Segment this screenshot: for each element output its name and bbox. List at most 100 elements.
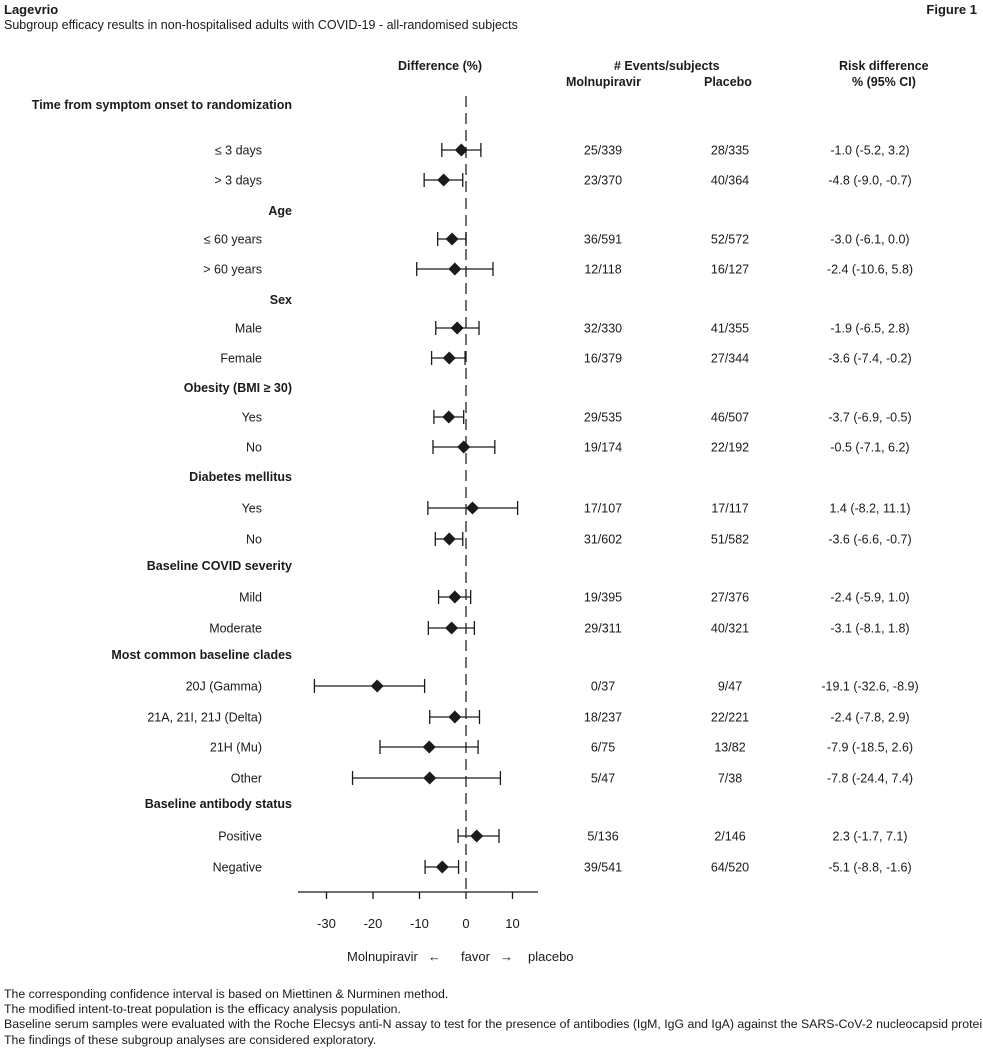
row-label: Yes — [242, 502, 262, 516]
group-title: Most common baseline clades — [111, 648, 292, 662]
row-label: Negative — [213, 861, 262, 875]
molnupiravir-count: 32/330 — [584, 322, 622, 336]
point-estimate — [466, 501, 480, 515]
risk-difference-ci: -2.4 (-5.9, 1.0) — [830, 591, 909, 605]
point-estimate — [442, 532, 456, 546]
point-estimate — [442, 351, 456, 365]
row-label: No — [246, 533, 262, 547]
row-label: Moderate — [209, 622, 262, 636]
x-tick-label: 10 — [505, 916, 519, 931]
molnupiravir-count: 25/339 — [584, 144, 622, 158]
group-title: Time from symptom onset to randomization — [32, 98, 292, 112]
point-estimate — [370, 679, 384, 693]
row-label: Mild — [239, 591, 262, 605]
risk-difference-ci: -1.0 (-5.2, 3.2) — [830, 144, 909, 158]
left-arrow-icon: ← — [428, 949, 441, 964]
molnupiravir-count: 18/237 — [584, 711, 622, 725]
row-label: 20J (Gamma) — [186, 680, 262, 694]
molnupiravir-count: 12/118 — [584, 263, 621, 277]
point-estimate — [423, 771, 437, 785]
x-tick-label: -10 — [410, 916, 429, 931]
axis-caption-middle: favor — [461, 949, 490, 964]
footnote: Baseline serum samples were evaluated wi… — [4, 1017, 983, 1032]
molnupiravir-count: 16/379 — [584, 352, 622, 366]
risk-difference-ci: -3.7 (-6.9, -0.5) — [828, 411, 911, 425]
risk-difference-ci: -2.4 (-7.8, 2.9) — [830, 711, 909, 725]
placebo-count: 27/376 — [711, 591, 749, 605]
placebo-count: 2/146 — [714, 830, 745, 844]
molnupiravir-header: Molnupiravir — [566, 75, 642, 89]
point-estimate — [470, 829, 484, 843]
point-estimate — [445, 232, 459, 246]
molnupiravir-count: 5/136 — [587, 830, 618, 844]
placebo-count: 22/192 — [711, 441, 749, 455]
placebo-count: 16/127 — [711, 263, 749, 277]
row-label: Female — [220, 352, 262, 366]
point-estimate — [422, 740, 436, 754]
point-estimate — [448, 710, 462, 724]
molnupiravir-count: 6/75 — [591, 741, 615, 755]
point-estimate — [435, 860, 449, 874]
placebo-count: 28/335 — [711, 144, 749, 158]
molnupiravir-count: 29/311 — [584, 622, 621, 636]
group-title: Diabetes mellitus — [189, 470, 292, 484]
risk-difference-ci: -7.8 (-24.4, 7.4) — [827, 772, 913, 786]
row-label: Positive — [218, 830, 262, 844]
risk-difference-ci: -3.0 (-6.1, 0.0) — [830, 233, 909, 247]
row-label: ≤ 60 years — [204, 233, 262, 247]
molnupiravir-count: 19/174 — [584, 441, 622, 455]
row-label: > 60 years — [203, 263, 262, 277]
risk-difference-ci: -3.6 (-7.4, -0.2) — [828, 352, 911, 366]
risk-difference-ci: -3.6 (-6.6, -0.7) — [828, 533, 911, 547]
risk-difference-ci: 1.4 (-8.2, 11.1) — [829, 502, 910, 516]
risk-difference-ci: -5.1 (-8.8, -1.6) — [828, 861, 911, 875]
molnupiravir-count: 29/535 — [584, 411, 622, 425]
risk-difference-ci: -7.9 (-18.5, 2.6) — [827, 741, 913, 755]
placebo-count: 17/117 — [711, 502, 748, 516]
molnupiravir-count: 23/370 — [584, 174, 622, 188]
group-title: Sex — [270, 293, 292, 307]
risk-difference-ci: -19.1 (-32.6, -8.9) — [821, 680, 918, 694]
risk-difference-ci: -0.5 (-7.1, 6.2) — [830, 441, 909, 455]
risk-difference-ci: -1.9 (-6.5, 2.8) — [830, 322, 909, 336]
x-tick-label: -30 — [317, 916, 336, 931]
molnupiravir-count: 31/602 — [584, 533, 622, 547]
group-title: Baseline antibody status — [145, 797, 292, 811]
difference-header: Difference (%) — [398, 59, 483, 73]
placebo-count: 22/221 — [711, 711, 749, 725]
placebo-count: 41/355 — [711, 322, 749, 336]
row-label: 21H (Mu) — [210, 741, 262, 755]
group-title: Age — [268, 204, 292, 218]
footnotes: The corresponding confidence interval is… — [4, 987, 983, 1048]
events-header: # Events/subjects — [614, 59, 720, 73]
molnupiravir-count: 17/107 — [584, 502, 622, 516]
x-tick-label: 0 — [462, 916, 469, 931]
row-label: 21A, 21I, 21J (Delta) — [147, 711, 262, 725]
footnote: The corresponding confidence interval is… — [4, 987, 449, 1001]
point-estimate — [448, 262, 462, 276]
point-estimate — [457, 440, 471, 454]
footnote: The findings of these subgroup analyses … — [4, 1032, 377, 1047]
molnupiravir-count: 39/541 — [584, 861, 622, 875]
group-title: Obesity (BMI ≥ 30) — [184, 381, 292, 395]
placebo-count: 9/47 — [718, 680, 742, 694]
right-arrow-icon: → — [500, 949, 513, 964]
row-label: Yes — [242, 411, 262, 425]
molnupiravir-count: 19/395 — [584, 591, 622, 605]
point-estimate — [450, 321, 464, 335]
placebo-count: 7/38 — [718, 772, 742, 786]
risk-difference-ci: -4.8 (-9.0, -0.7) — [828, 174, 911, 188]
row-label: ≤ 3 days — [215, 144, 262, 158]
point-estimate — [454, 143, 468, 157]
molnupiravir-count: 0/37 — [591, 680, 615, 694]
risk-ci-header: % (95% CI) — [852, 75, 916, 89]
axis-caption-left: Molnupiravir — [347, 949, 418, 964]
point-estimate — [448, 590, 462, 604]
molnupiravir-count: 5/47 — [591, 772, 615, 786]
molnupiravir-count: 36/591 — [584, 233, 622, 247]
placebo-count: 27/344 — [711, 352, 749, 366]
placebo-count: 51/582 — [711, 533, 749, 547]
risk-difference-ci: 2.3 (-1.7, 7.1) — [832, 830, 907, 844]
point-estimate — [445, 621, 459, 635]
point-estimate — [442, 410, 456, 424]
